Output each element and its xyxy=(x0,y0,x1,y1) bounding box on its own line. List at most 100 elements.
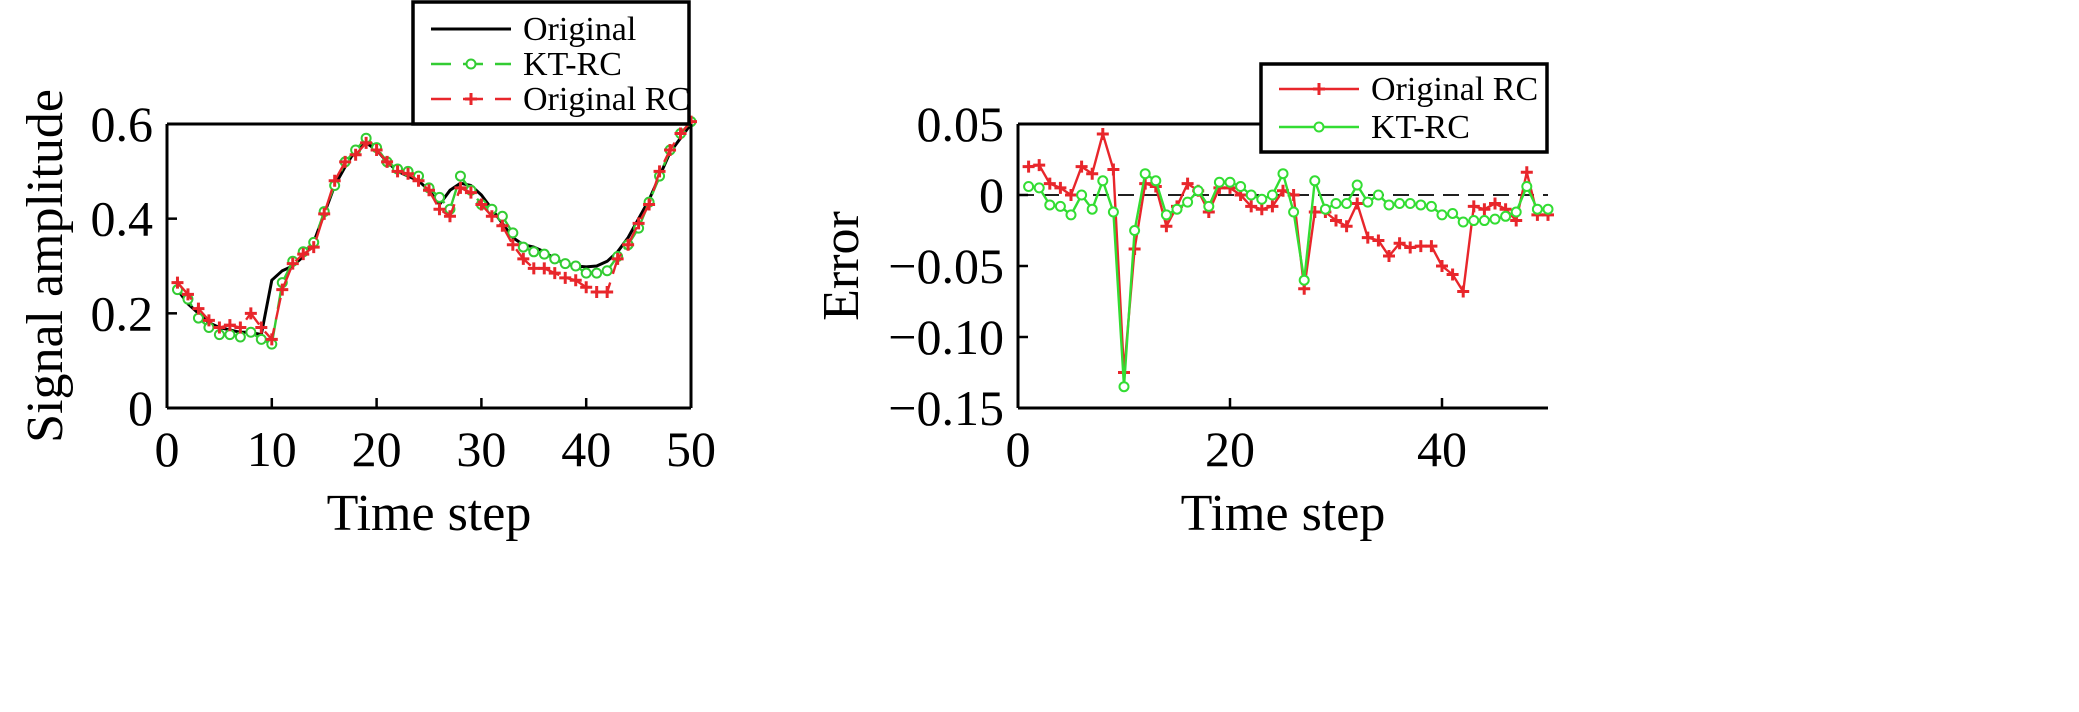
data-point xyxy=(664,144,677,157)
y-tick-label: 0.6 xyxy=(91,96,154,152)
data-point xyxy=(1330,214,1342,227)
data-point xyxy=(580,281,593,294)
data-point xyxy=(360,136,373,149)
data-point xyxy=(1160,220,1173,233)
data-point xyxy=(1182,196,1194,208)
data-point xyxy=(1425,200,1437,212)
chart-signal-amplitude: 0 10 20 30 40 50 0 0.2 0.4 0.6 Time step Signal amp… xyxy=(17,0,716,542)
data-point xyxy=(601,286,614,299)
y-tick-label: 0 xyxy=(979,167,1004,223)
data-point xyxy=(485,210,498,223)
data-point xyxy=(1022,160,1035,173)
data-point xyxy=(528,246,540,258)
data-point xyxy=(1478,203,1491,216)
data-point xyxy=(1414,240,1427,253)
data-point xyxy=(349,148,362,161)
data-point xyxy=(1107,163,1120,176)
series-line xyxy=(176,120,692,341)
y-tick-label: −0.05 xyxy=(888,238,1004,294)
data-point xyxy=(1075,160,1088,173)
data-point xyxy=(1192,185,1204,197)
series-line xyxy=(176,123,693,337)
data-point xyxy=(1542,203,1554,215)
legend-marker xyxy=(465,93,477,105)
data-point xyxy=(402,167,415,180)
legend-entry: KT-RC xyxy=(431,46,622,83)
data-point xyxy=(1097,175,1109,187)
data-point xyxy=(1425,240,1438,253)
series-original-rc xyxy=(1022,127,1554,379)
data-point xyxy=(223,319,236,332)
data-point xyxy=(1256,193,1268,205)
data-point xyxy=(454,170,466,182)
data-point xyxy=(1139,168,1151,180)
legend-label: KT-RC xyxy=(1371,109,1470,146)
data-point xyxy=(454,181,467,194)
legend-box xyxy=(1259,62,1549,154)
data-point xyxy=(1150,175,1162,187)
y-tick-label: 0.2 xyxy=(91,285,154,341)
data-point xyxy=(255,321,268,334)
data-point xyxy=(1351,197,1364,210)
data-point xyxy=(653,165,666,178)
data-point xyxy=(1171,203,1183,215)
legend-entry: Original RC xyxy=(431,81,690,118)
data-point xyxy=(1033,159,1046,172)
data-point xyxy=(1500,210,1512,222)
data-point xyxy=(538,248,550,260)
data-point xyxy=(1393,237,1406,250)
data-point xyxy=(1277,168,1289,180)
x-tick-label: 20 xyxy=(1205,421,1255,477)
x-tick-label: 50 xyxy=(666,421,716,477)
legend-marker xyxy=(1313,83,1325,95)
x-tick-label: 0 xyxy=(1006,421,1031,477)
data-point xyxy=(1404,198,1416,210)
data-point xyxy=(506,238,519,251)
data-point xyxy=(192,312,204,324)
legend-entry: Original xyxy=(431,11,636,48)
data-point xyxy=(1224,176,1236,188)
data-point xyxy=(192,302,205,315)
data-point xyxy=(412,174,425,187)
data-point xyxy=(1118,381,1130,393)
series-line xyxy=(176,120,692,346)
x-tick-label: 0 xyxy=(155,421,180,477)
data-point xyxy=(391,165,404,178)
data-point xyxy=(1203,200,1215,212)
data-point xyxy=(1245,189,1257,201)
legend-box xyxy=(411,0,691,126)
data-point xyxy=(443,210,456,223)
data-point xyxy=(527,262,540,275)
data-point xyxy=(1415,199,1427,211)
data-point xyxy=(1033,182,1045,194)
data-point xyxy=(591,267,603,279)
data-point xyxy=(1383,199,1395,211)
data-point xyxy=(632,217,645,230)
data-point xyxy=(1160,209,1172,221)
data-point xyxy=(1235,180,1247,192)
data-point xyxy=(1054,200,1066,212)
data-point xyxy=(1457,216,1469,228)
legend-label: Original RC xyxy=(1371,71,1538,108)
data-point xyxy=(286,257,299,270)
data-point xyxy=(318,207,331,220)
data-point xyxy=(507,227,519,239)
data-point xyxy=(496,219,509,232)
legend-marker xyxy=(1313,121,1325,133)
x-tick-label: 20 xyxy=(352,421,402,477)
data-point xyxy=(674,127,687,140)
y-tick-label: 0.05 xyxy=(917,96,1005,152)
data-point xyxy=(1361,231,1374,244)
data-point xyxy=(569,274,582,287)
legend-label: Original xyxy=(523,11,636,48)
x-tick-label: 30 xyxy=(456,421,506,477)
data-point xyxy=(244,307,257,320)
data-point xyxy=(381,155,394,168)
data-point xyxy=(433,203,446,216)
y-tick-label: −0.15 xyxy=(888,380,1004,436)
data-point xyxy=(1436,260,1448,272)
series-original-rc xyxy=(171,115,697,346)
data-point xyxy=(1340,220,1353,233)
